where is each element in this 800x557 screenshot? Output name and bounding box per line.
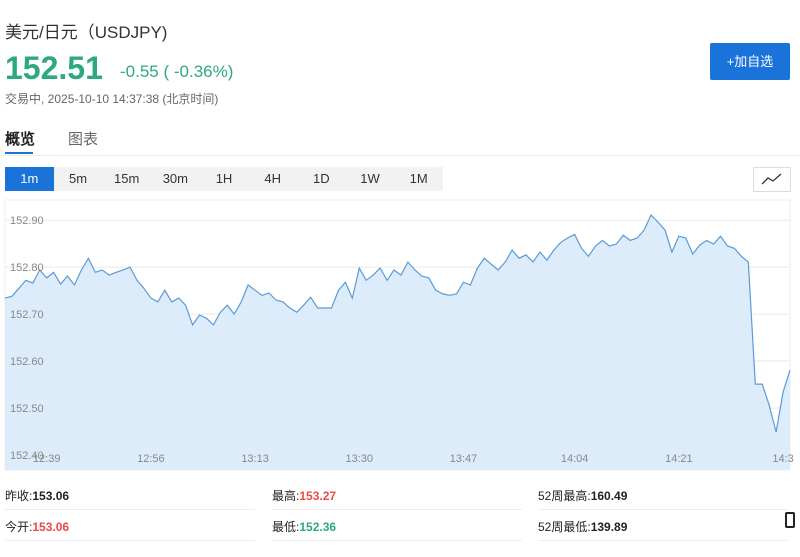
y-tick-label: 152.90 <box>10 215 44 227</box>
status: 交易中, 2025-10-10 14:37:38 (北京时间) <box>5 92 219 106</box>
y-tick-label: 152.60 <box>10 356 44 368</box>
interval-button[interactable]: 1W <box>360 171 380 186</box>
x-tick-label: 14:04 <box>561 453 589 465</box>
x-tick-label: 12:56 <box>137 453 165 465</box>
add-watchlist-button[interactable]: +加自选 <box>710 43 790 80</box>
stat-label: 52周最低: <box>538 520 591 534</box>
stat-label: 最高: <box>272 489 300 503</box>
x-tick-label: 13:30 <box>346 453 374 465</box>
interval-button[interactable]: 4H <box>264 171 281 186</box>
stat-value: 152.36 <box>299 520 337 534</box>
chart-icon <box>761 173 782 185</box>
stat-value: 153.06 <box>32 489 70 503</box>
stat-label: 52周最高: <box>538 489 591 503</box>
line <box>4 213 791 433</box>
y-tick-label: 152.70 <box>10 309 44 321</box>
x-tick-label: 14:21 <box>665 453 693 465</box>
interval-button[interactable]: 15m <box>114 171 140 186</box>
interval-button[interactable]: 1M <box>409 171 428 186</box>
tab-indicator <box>5 152 33 154</box>
interval-bar: 1m 5m 15m 30m 1H 4H 1D 1W 1M <box>5 167 443 191</box>
interval-button[interactable]: 1m <box>5 167 54 191</box>
title: 美元/日元（USDJPY) <box>5 23 168 42</box>
phone-icon[interactable] <box>785 512 795 528</box>
x-tick-label: 14:3 <box>772 453 793 465</box>
divider <box>0 155 800 156</box>
divider <box>538 509 788 510</box>
chart-type-button[interactable] <box>753 167 791 192</box>
area <box>5 215 790 470</box>
chart: 152.40 152.50 152.60 152.70 152.80 152.90 12:3… <box>4 199 794 471</box>
y-tick-label: 152.50 <box>10 403 44 415</box>
stat-value: 139.89 <box>590 520 628 534</box>
x-tick-label: 13:47 <box>450 453 478 465</box>
stat-value: 153.27 <box>299 489 337 503</box>
divider <box>5 540 255 541</box>
stat: 最高:153.27 <box>272 487 336 504</box>
interval-button[interactable]: 5m <box>68 171 88 186</box>
stat: 52周最高:160.49 <box>538 487 627 504</box>
divider <box>272 540 522 541</box>
stat-value: 153.06 <box>32 520 70 534</box>
y-tick-label: 152.40 <box>10 450 44 462</box>
interval-button[interactable]: 1H <box>215 171 233 186</box>
stat: 最低:152.36 <box>272 518 336 535</box>
interval-button[interactable]: 30m <box>162 171 188 186</box>
stat-label: 今开: <box>5 520 33 534</box>
stat: 今开:153.06 <box>5 518 69 535</box>
x-tick-label: 13:13 <box>241 453 269 465</box>
tab[interactable]: 概览 <box>5 131 36 148</box>
stat-value: 160.49 <box>590 489 628 503</box>
divider <box>538 540 788 541</box>
stat: 52周最低:139.89 <box>538 518 627 535</box>
divider <box>5 509 255 510</box>
x-tick-label: 12:39 <box>33 453 61 465</box>
price: 152.51 <box>5 50 103 86</box>
stat: 昨收:153.06 <box>5 487 69 504</box>
change: -0.55 ( -0.36%) <box>120 62 234 81</box>
stat-label: 最低: <box>272 520 300 534</box>
tab[interactable]: 图表 <box>68 131 99 148</box>
interval-button[interactable]: 1D <box>313 171 330 186</box>
divider <box>272 509 522 510</box>
y-tick-label: 152.80 <box>10 262 44 274</box>
stat-label: 昨收: <box>5 489 33 503</box>
